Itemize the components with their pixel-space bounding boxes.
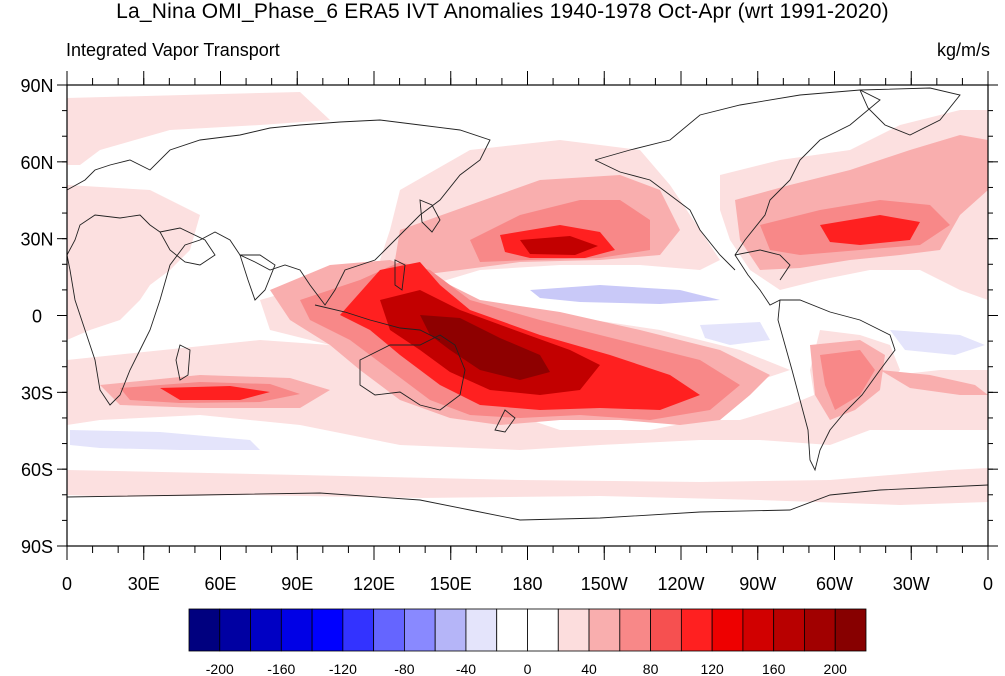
colorbar-box	[834, 608, 867, 652]
colorbar-box	[311, 608, 344, 652]
colorbar-box	[219, 608, 251, 652]
lon-tick-labels: 0 30E 60E 90E 120E 150E 180 150W 120W 90W 60W 30W 0	[62, 574, 993, 594]
anomaly-red	[820, 215, 920, 245]
anomaly-light-blue	[700, 322, 770, 345]
coastline-eurasia-africa	[66, 119, 491, 406]
lon-tick-label: 150E	[430, 574, 472, 594]
colorbar	[188, 608, 867, 652]
plot-title: La_Nina OMI_Phase_6 ERA5 IVT Anomalies 1…	[116, 0, 889, 23]
lat-tick-label: 90N	[20, 76, 53, 96]
variable-name: Integrated Vapor Transport	[66, 40, 280, 60]
lon-tick-label: 120W	[657, 574, 704, 594]
colorbar-labels: -200 -160 -120 -80 -40 0 40 80 120 160 200	[206, 661, 847, 676]
colorbar-label: -160	[267, 661, 295, 676]
colorbar-box	[250, 608, 282, 652]
anomaly-field	[67, 92, 988, 505]
lon-tick-label: 0	[62, 574, 72, 594]
coastline-greenland	[859, 87, 961, 136]
colorbar-label: 80	[643, 661, 659, 676]
continent-outlines	[66, 87, 989, 521]
colorbar-label: 160	[762, 661, 786, 676]
lon-ticks	[66, 71, 989, 560]
coastline-gulf	[734, 249, 791, 281]
lat-tick-label: 60N	[20, 153, 53, 173]
lat-tick-label: 60S	[21, 460, 53, 480]
lat-ticks	[57, 84, 998, 547]
colorbar-label: -120	[329, 661, 357, 676]
colorbar-label: -80	[394, 661, 414, 676]
colorbar-label: 40	[581, 661, 597, 676]
colorbar-box	[650, 608, 682, 652]
anomaly-medium-pink	[880, 370, 988, 395]
colorbar-label: -40	[456, 661, 476, 676]
colorbar-box	[557, 608, 590, 652]
colorbar-label: -200	[206, 661, 234, 676]
colorbar-box	[619, 608, 651, 652]
coastline-north-america	[594, 89, 881, 306]
coastline-north-america-west	[594, 159, 736, 271]
colorbar-box	[373, 608, 405, 652]
lon-tick-label: 120E	[353, 574, 395, 594]
colorbar-box	[404, 608, 436, 652]
anomaly-light-blue	[890, 330, 985, 355]
map-panel: 90N 60N 30N 0 30S 60S 90S 0 30E 60E 90E 120E 150E 18…	[20, 71, 998, 594]
coastline-japan	[419, 199, 441, 233]
anomaly-light-pink	[67, 468, 988, 505]
lon-tick-label: 60W	[816, 574, 853, 594]
colorbar-label: 0	[524, 661, 532, 676]
anomaly-dark-red	[420, 315, 550, 380]
coastline-australia	[359, 334, 466, 411]
colorbar-box	[742, 608, 775, 652]
coastline-indonesia	[314, 304, 441, 341]
lon-tick-label: 150W	[581, 574, 628, 594]
anomaly-light-blue	[70, 430, 260, 450]
lon-tick-label: 30E	[128, 574, 160, 594]
lat-tick-label: 90S	[21, 537, 53, 557]
coastline-africa-west	[66, 214, 161, 256]
anomaly-dark-red	[520, 236, 598, 255]
colorbar-box	[342, 608, 375, 652]
anomaly-red	[160, 386, 270, 400]
lon-tick-label: 90E	[281, 574, 313, 594]
coastline-arabia	[159, 227, 216, 266]
colorbar-box	[188, 608, 221, 652]
lon-tick-label: 90W	[739, 574, 776, 594]
units-label: kg/m/s	[936, 40, 990, 60]
lon-tick-label: 180	[512, 574, 542, 594]
colorbar-box	[465, 608, 498, 652]
lon-tick-label: 30W	[893, 574, 930, 594]
colorbar-box	[711, 608, 744, 652]
anomaly-light-pink	[67, 330, 988, 450]
colorbar-label: 120	[700, 661, 724, 676]
coastline-south-america	[777, 299, 896, 472]
colorbar-label: 200	[824, 661, 848, 676]
anomaly-light-blue	[530, 285, 720, 304]
coastline-philippines	[394, 259, 406, 291]
colorbar-box	[773, 608, 805, 652]
colorbar-box	[496, 608, 528, 652]
coastline-new-zealand	[494, 409, 516, 433]
lon-tick-label: 0	[983, 574, 993, 594]
colorbar-box	[680, 608, 713, 652]
colorbar-box	[804, 608, 836, 652]
colorbar-box	[527, 608, 559, 652]
anomaly-light-pink	[67, 92, 330, 165]
anomaly-salmon	[820, 350, 875, 410]
lat-tick-label: 0	[32, 307, 42, 327]
colorbar-box	[588, 608, 621, 652]
anomaly-light-pink	[67, 185, 200, 340]
lat-tick-label: 30N	[20, 230, 53, 250]
lat-tick-label: 30S	[21, 383, 53, 403]
coastline-india	[239, 254, 276, 301]
coastline-antarctica	[66, 484, 989, 521]
lat-tick-labels: 90N 60N 30N 0 30S 60S 90S	[20, 76, 53, 557]
colorbar-box	[280, 608, 313, 652]
colorbar-box	[434, 608, 467, 652]
coastline-madagascar	[175, 344, 191, 381]
lon-tick-label: 60E	[204, 574, 236, 594]
